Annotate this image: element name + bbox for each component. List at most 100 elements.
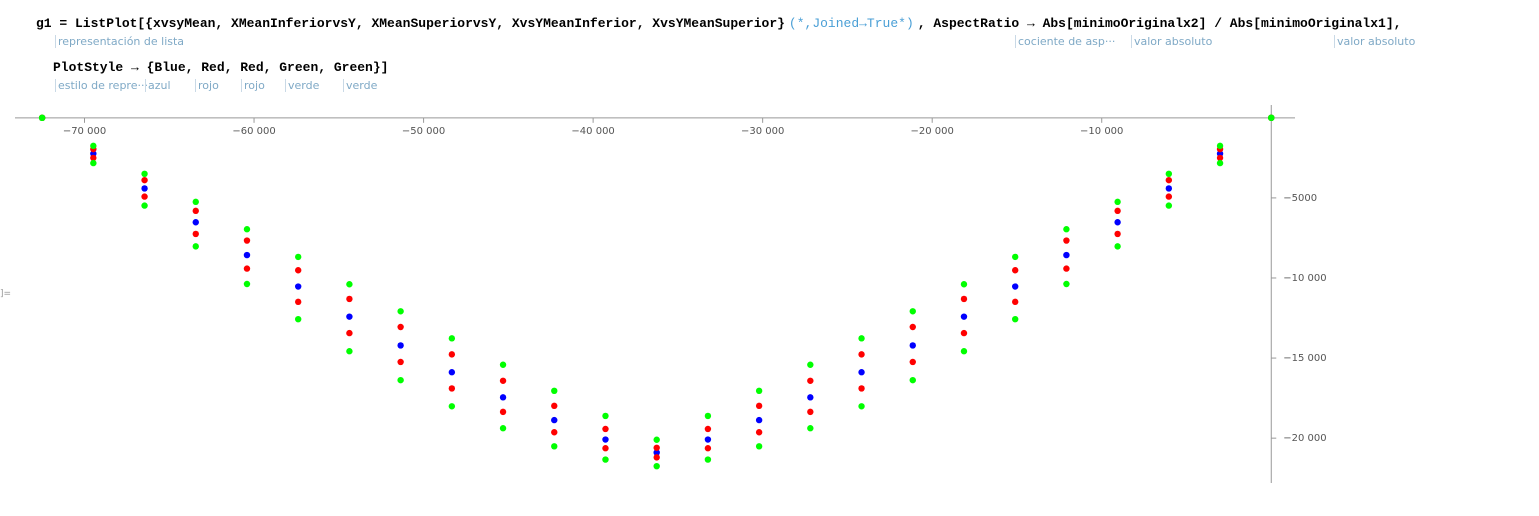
- point: [192, 207, 199, 215]
- point: [1114, 243, 1121, 250]
- point: [653, 436, 660, 443]
- input-line[interactable]: g1 = ListPlot[{xvsyMean, XMeanInferiorvs…: [36, 16, 1401, 31]
- point: [90, 159, 97, 167]
- point: [346, 281, 353, 288]
- x-tick-label: −40 000: [571, 126, 614, 137]
- point: [1216, 159, 1224, 167]
- y-tick-label: −20 000: [1283, 433, 1326, 444]
- point: [192, 230, 199, 238]
- point: [397, 342, 404, 349]
- point: [1114, 219, 1121, 226]
- point: [346, 313, 353, 320]
- point: [499, 394, 507, 401]
- hint: valor absoluto: [1334, 35, 1415, 48]
- point: [755, 387, 763, 395]
- point: [1165, 176, 1173, 184]
- point: [1114, 198, 1121, 206]
- hint: verde: [285, 79, 319, 92]
- point: [602, 456, 609, 463]
- x-tick-label: −70 000: [63, 126, 106, 137]
- point: [1011, 315, 1019, 323]
- x-tick-label: −60 000: [232, 126, 275, 137]
- point: [858, 403, 865, 410]
- point: [1063, 280, 1070, 288]
- hint: verde: [343, 79, 377, 92]
- point: [1011, 253, 1019, 261]
- point: [141, 176, 148, 184]
- x-tick-label: −10 000: [1080, 126, 1123, 137]
- point: [499, 361, 507, 368]
- point: [551, 443, 558, 450]
- point: [243, 265, 251, 272]
- point: [1114, 207, 1121, 215]
- point: [90, 142, 97, 150]
- point: [909, 308, 916, 315]
- point: [755, 416, 763, 424]
- x-tick-label: −50 000: [402, 126, 445, 137]
- y-tick-label: −15 000: [1283, 353, 1326, 364]
- code: g1 = ListPlot[{xvsyMean, XMeanInferiorvs…: [36, 16, 785, 31]
- point: [960, 313, 968, 320]
- point: [704, 445, 712, 452]
- point: [294, 267, 302, 274]
- hint: rojo: [195, 79, 219, 92]
- point: [1114, 230, 1121, 238]
- point: [909, 376, 916, 384]
- x-tick-label: −30 000: [741, 126, 784, 137]
- point: [397, 376, 404, 384]
- point: [397, 308, 404, 315]
- hint: cociente de asp···: [1015, 35, 1115, 48]
- point: [960, 295, 968, 303]
- point: [653, 449, 660, 456]
- point: [1063, 226, 1070, 233]
- point: [448, 403, 456, 410]
- point: [909, 342, 916, 349]
- point: [551, 402, 558, 410]
- point: [858, 335, 865, 342]
- point: [499, 377, 507, 384]
- point: [1011, 283, 1019, 290]
- point: [448, 369, 456, 376]
- point: [1011, 267, 1019, 274]
- point: [602, 412, 609, 420]
- point: [602, 436, 609, 443]
- point: [141, 185, 148, 192]
- point: [960, 329, 968, 337]
- point: [294, 283, 302, 290]
- point: [807, 394, 814, 401]
- point: [448, 385, 456, 392]
- code: , AspectRatio → Abs[minimoOriginalx2] / …: [917, 16, 1402, 31]
- point: [755, 443, 763, 450]
- point: [1216, 142, 1224, 150]
- point: [192, 198, 199, 206]
- point: [294, 298, 302, 306]
- point: [755, 429, 763, 436]
- point: [653, 454, 660, 461]
- point: [909, 358, 916, 366]
- point: [858, 369, 865, 376]
- point: [499, 425, 507, 432]
- code-comment: (*,Joined→True*): [788, 16, 914, 31]
- point: [192, 243, 199, 250]
- point: [1216, 154, 1224, 162]
- point: [1063, 237, 1070, 244]
- point: [1063, 251, 1070, 259]
- point: [1011, 298, 1019, 306]
- point: [243, 237, 251, 244]
- point: [346, 348, 353, 355]
- x-tick-label: −20 000: [911, 126, 954, 137]
- point: [1165, 193, 1173, 200]
- point: [243, 226, 251, 233]
- point: [653, 462, 660, 470]
- point: [602, 425, 609, 433]
- hint: rojo: [241, 79, 265, 92]
- input-line[interactable]: PlotStyle → {Blue, Red, Red, Green, Gree…: [53, 60, 389, 75]
- hint: azul: [145, 79, 171, 92]
- point: [1165, 170, 1173, 178]
- y-tick-label: −10 000: [1283, 273, 1326, 284]
- output-label: ]=: [0, 289, 12, 299]
- point: [346, 329, 353, 337]
- point: [602, 445, 609, 452]
- point: [960, 348, 968, 355]
